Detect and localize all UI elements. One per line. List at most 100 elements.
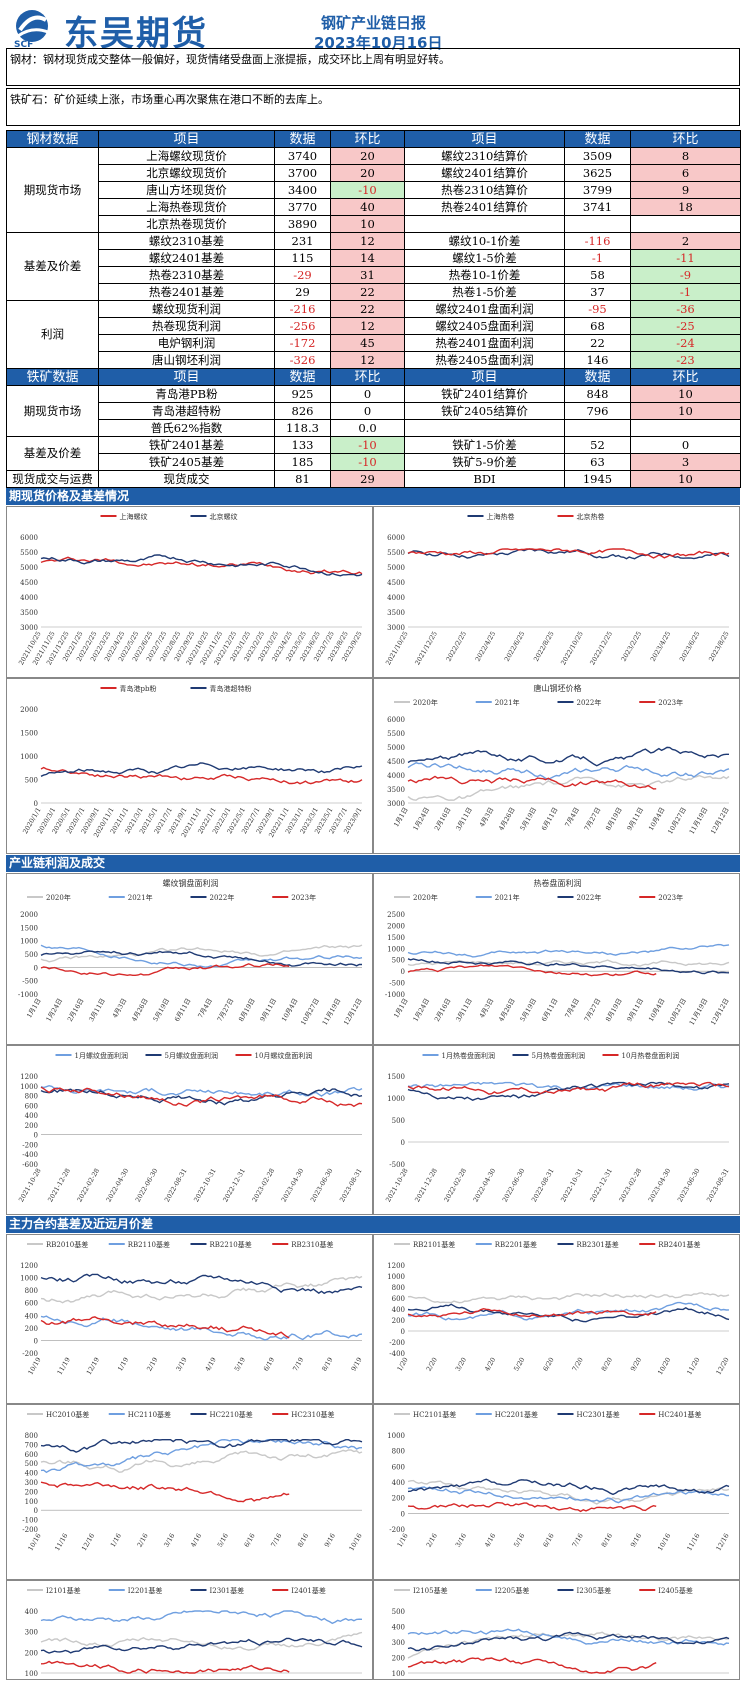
x-tick-label: 7/16	[269, 1532, 283, 1549]
y-tick-label: -500	[389, 1161, 405, 1169]
item-value: 3799	[564, 181, 631, 199]
legend-item: RB2101基差	[394, 1240, 455, 1249]
item-value: 3741	[564, 198, 631, 216]
y-tick-label: 500	[392, 1117, 405, 1125]
table-row: 期现货市场 上海螺纹现货价 3740 20 螺纹2310结算价 3509 8	[6, 147, 741, 233]
x-tick-label: 10月4日	[647, 806, 667, 832]
chart-c1: 上海螺纹 北京螺纹 6000 5500 5000 4500 4000 3500 3000 2021…	[6, 506, 373, 678]
x-tick-label: 11/16	[53, 1532, 69, 1552]
item-name: 螺纹2401结算价	[404, 164, 565, 182]
y-tick-label: -200	[22, 1350, 38, 1358]
item-change: 22	[330, 283, 405, 301]
item-value: 1945	[564, 470, 631, 488]
x-tick-label: 3/20	[454, 1356, 468, 1373]
series-line	[407, 1486, 730, 1504]
y-tick-label: 300	[392, 1639, 405, 1647]
series-line	[407, 1081, 730, 1095]
legend-item: I2205基差	[475, 1586, 529, 1595]
table-row: 电炉钢利润 -172 45 热卷2401盘面利润 22 -24	[7, 334, 741, 352]
legend-item: HC2010基差	[27, 1410, 89, 1419]
svg-text:I2105基差: I2105基差	[413, 1586, 448, 1595]
item-change: 10	[630, 385, 741, 403]
x-tick-label: 7月27日	[216, 997, 236, 1023]
y-tick-label: 800	[25, 1432, 38, 1440]
x-tick-label: 10月4日	[280, 997, 300, 1023]
legend-item: 2021年	[475, 893, 520, 902]
series-line	[40, 554, 363, 577]
x-tick-label: 2021/10/25	[384, 630, 410, 666]
y-tick-label: 6000	[387, 534, 405, 542]
item-change: 10	[630, 402, 741, 420]
x-tick-label: 2/20	[425, 1356, 439, 1373]
chart-c9: RB2010基差 RB2110基差 RB2210基差 RB2310基差 1200 1000…	[6, 1234, 373, 1404]
item-name: 现货成交	[98, 470, 275, 488]
chart-canvas: RB2010基差 RB2110基差 RB2210基差 RB2310基差 1200 1000…	[20, 1240, 364, 1376]
y-tick-label: 400	[25, 1608, 38, 1616]
x-tick-label: 2023/8/25	[707, 630, 731, 663]
y-tick-label: 600	[392, 1463, 405, 1471]
item-value: 22	[564, 334, 631, 352]
y-tick-label: -100	[22, 1517, 38, 1525]
svg-text:HC2010基差: HC2010基差	[46, 1410, 89, 1419]
legend-item: 5月螺纹盘面利润	[145, 1051, 218, 1060]
y-tick-label: 3500	[387, 609, 405, 617]
svg-text:HC2110基差: HC2110基差	[128, 1410, 171, 1419]
item-name: 铁矿2405基差	[98, 453, 275, 471]
x-tick-label: 7月27日	[583, 806, 603, 832]
x-tick-label: 5/16	[216, 1532, 230, 1549]
svg-text:I2405基差: I2405基差	[658, 1586, 693, 1595]
item-change: 6	[630, 164, 741, 182]
y-tick-label: 5000	[387, 744, 405, 752]
item-change: 20	[330, 164, 405, 182]
item-value: -256	[274, 317, 331, 335]
x-tick-label: 3月11日	[454, 806, 474, 832]
table-row: 基差及价差 螺纹2310基差 231 12 螺纹10-1价差 -116 2	[6, 232, 741, 301]
item-value: 3509	[564, 147, 631, 165]
series-line	[407, 762, 730, 781]
item-change: 9	[630, 181, 741, 199]
series-line	[407, 958, 730, 975]
item-value: -326	[274, 351, 331, 369]
x-tick-label: 9/20	[629, 1356, 643, 1373]
item-name: 螺纹1-5价差	[404, 249, 565, 267]
y-tick-label: 1200	[20, 1073, 38, 1081]
section-title-profit: 产业链利润及成交	[6, 855, 740, 872]
item-value: -95	[564, 300, 631, 318]
chart-c13: I2101基差 I2201基差 I2301基差 I2401基差 400 300 200 100	[6, 1580, 373, 1680]
x-tick-label: 2022/6/25	[503, 630, 527, 663]
svg-text:2023年: 2023年	[658, 698, 683, 707]
legend-item: RB2401基差	[639, 1240, 700, 1249]
y-tick-label: 400	[25, 1470, 38, 1478]
svg-text:RB2101基差: RB2101基差	[413, 1240, 455, 1249]
x-tick-label: 6/19	[262, 1356, 276, 1373]
y-tick-label: -1000	[385, 991, 405, 999]
y-tick-label: 6000	[387, 716, 405, 724]
x-tick-label: 2月16日	[433, 997, 453, 1023]
item-value: 58	[564, 266, 631, 284]
series-line	[407, 774, 730, 801]
x-tick-label: 5/19	[233, 1356, 247, 1373]
y-tick-label: 300	[25, 1479, 38, 1487]
legend-item: HC2101基差	[394, 1410, 456, 1419]
y-tick-label: 5500	[387, 549, 405, 557]
x-tick-label: 11/19	[56, 1356, 72, 1376]
x-tick-label: 2022-02-28	[442, 1167, 468, 1203]
svg-text:2020年: 2020年	[413, 698, 438, 707]
x-tick-label: 2023-08-31	[338, 1167, 364, 1203]
item-change: 40	[330, 198, 405, 216]
x-tick-label: 8月19日	[604, 806, 624, 832]
y-tick-label: -400	[389, 1350, 405, 1358]
x-tick-label: 7/20	[571, 1356, 585, 1373]
legend-item: I2105基差	[394, 1586, 448, 1595]
legend-item: HC2201基差	[475, 1410, 538, 1419]
svg-text:青岛港pb粉: 青岛港pb粉	[120, 684, 157, 693]
y-tick-label: 5500	[387, 730, 405, 738]
x-tick-label: 12/16	[714, 1532, 730, 1552]
x-tick-label: 7月4日	[196, 997, 214, 1019]
x-tick-label: 12月12日	[709, 997, 731, 1027]
series-line	[40, 1481, 290, 1503]
x-tick-label: 2023-04-30	[647, 1167, 673, 1203]
y-tick-label: 500	[25, 777, 38, 785]
y-tick-label: 1000	[20, 1275, 38, 1283]
